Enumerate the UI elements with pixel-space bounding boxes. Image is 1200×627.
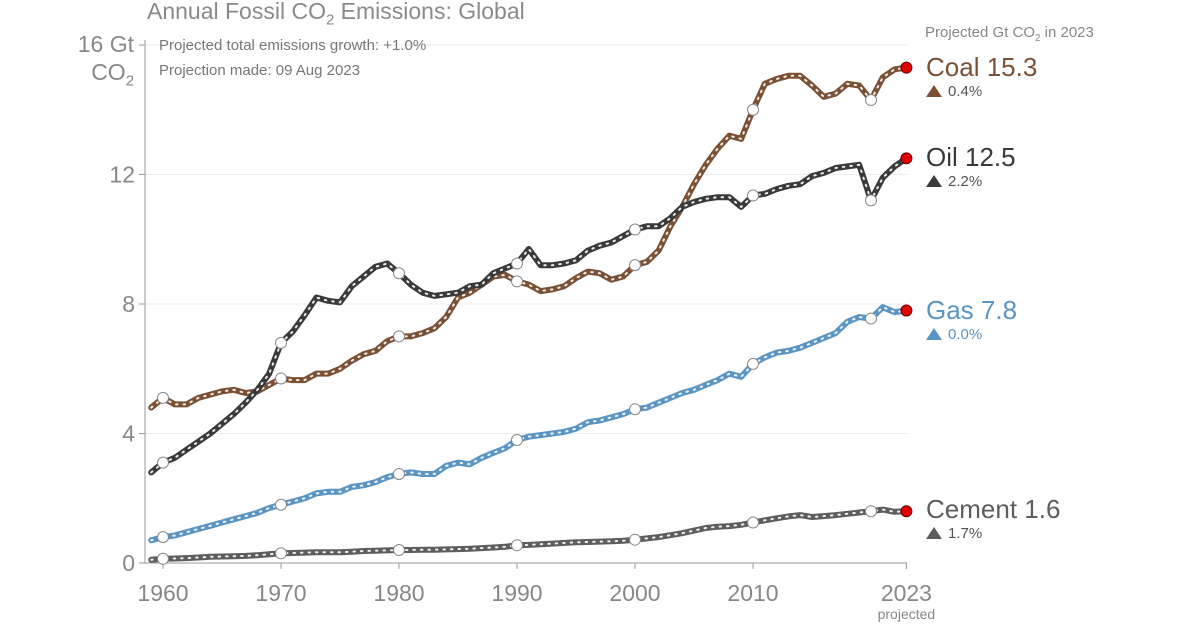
data-point-cement (511, 539, 523, 552)
x-tick-label: 2010 (727, 580, 778, 606)
change-text: 0.0% (948, 326, 983, 343)
data-point-gas (629, 403, 641, 416)
projected-point-gas (900, 304, 913, 317)
data-point-oil (511, 257, 523, 270)
series-line-gas (148, 304, 910, 544)
chart-title: Annual Fossil CO2 Emissions: Global (147, 0, 525, 29)
change-text: 2.2% (948, 173, 983, 190)
series-line-coal (148, 64, 910, 411)
data-point-coal (275, 372, 287, 385)
data-point-cement (393, 544, 405, 557)
x-tick-label: 1990 (491, 580, 542, 606)
x-tick-label: 1980 (373, 580, 424, 606)
series-dots-cement (150, 508, 908, 561)
data-point-coal (157, 391, 169, 404)
data-point-oil (393, 267, 405, 280)
series-value: Oil 12.5 (926, 142, 1016, 172)
data-point-cement (747, 516, 759, 529)
data-point-coal (865, 94, 877, 107)
data-point-oil (629, 223, 641, 236)
series-label-gas: Gas 7.8 0.0% (926, 296, 1017, 343)
data-point-coal (747, 103, 759, 116)
change-text: 1.7% (948, 525, 983, 542)
triangle-up-icon (926, 85, 942, 97)
projected-point-oil (900, 152, 913, 165)
change-text: 0.4% (948, 83, 983, 100)
data-point-cement (865, 505, 877, 518)
x-tick-sublabel: projected (878, 606, 936, 622)
y-axis-label: 16 Gt (77, 31, 134, 57)
triangle-up-icon (926, 328, 942, 340)
y-tick-label: 8 (122, 291, 135, 317)
series-value: Cement 1.6 (926, 494, 1061, 524)
y-tick-label: 0 (122, 550, 135, 576)
right-header: Projected Gt CO2 in 2023 (925, 24, 1094, 44)
y-tick-label: 12 (109, 162, 135, 188)
series-dots-coal (150, 66, 908, 409)
data-point-coal (511, 275, 523, 288)
x-tick-label: 2023 (881, 580, 932, 606)
y-axis-unit: CO2 (91, 59, 134, 90)
y-tick-label: 4 (122, 421, 135, 447)
series-label-cement: Cement 1.6 1.7% (926, 495, 1060, 542)
data-point-oil (865, 194, 877, 207)
data-point-oil (275, 336, 287, 349)
series-change: 0.4% (926, 83, 1037, 100)
projected-point-coal (900, 61, 913, 74)
data-point-oil (157, 456, 169, 469)
triangle-up-icon (926, 527, 942, 539)
series-change: 2.2% (926, 173, 1016, 190)
series-line-oil (148, 155, 910, 476)
data-point-gas (511, 433, 523, 446)
series-value: Gas 7.8 (926, 295, 1018, 325)
data-point-gas (865, 312, 877, 325)
x-tick-label: 1960 (137, 580, 188, 606)
series-label-oil: Oil 12.5 2.2% (926, 143, 1016, 190)
series-change: 0.0% (926, 326, 1017, 343)
data-point-gas (275, 498, 287, 511)
triangle-up-icon (926, 175, 942, 187)
x-tick-label: 2000 (609, 580, 660, 606)
projection-date-note: Projection made: 09 Aug 2023 (159, 62, 360, 79)
data-point-oil (747, 189, 759, 202)
projected-point-cement (900, 505, 913, 518)
series-dots-gas (150, 306, 908, 542)
data-point-gas (393, 467, 405, 480)
series-line-cement (148, 506, 910, 563)
data-point-cement (275, 547, 287, 560)
data-point-coal (393, 330, 405, 343)
series-dots-oil (150, 157, 908, 474)
data-point-gas (747, 357, 759, 370)
data-point-cement (157, 552, 169, 565)
data-point-gas (157, 531, 169, 544)
data-point-cement (629, 533, 641, 546)
series-label-coal: Coal 15.3 0.4% (926, 53, 1037, 100)
x-tick-label: 1970 (255, 580, 306, 606)
data-point-coal (629, 259, 641, 272)
growth-note: Projected total emissions growth: +1.0% (159, 37, 427, 54)
series-change: 1.7% (926, 525, 1060, 542)
series-value: Coal 15.3 (926, 52, 1038, 82)
